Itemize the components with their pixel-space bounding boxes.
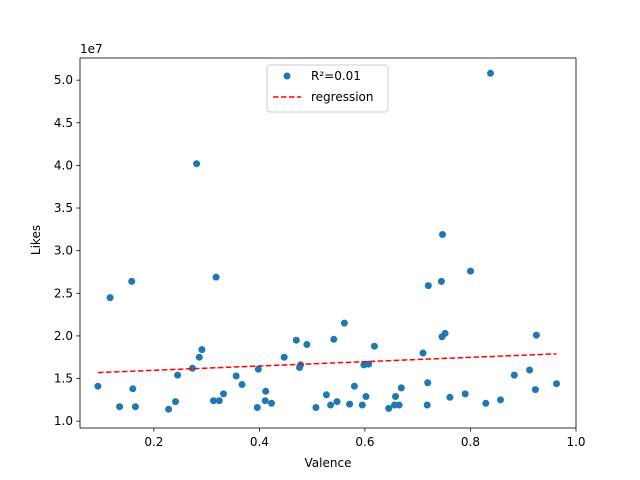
y-tick-label-1: 1.5	[54, 372, 73, 386]
regression-line	[97, 353, 557, 374]
scatter-point-57	[467, 267, 474, 275]
plot-area	[94, 69, 560, 413]
scatter-point-9	[188, 364, 196, 372]
scatter-point-64	[532, 331, 540, 339]
scatter-point-4	[129, 385, 137, 393]
y-tick-label-7: 4.5	[54, 116, 73, 130]
scatter-point-44	[392, 393, 399, 400]
y-tick-label-0: 1.0	[54, 414, 73, 428]
scatter-point-20	[254, 365, 262, 373]
scatter-point-14	[212, 273, 220, 281]
y-tick-label-3: 2.5	[54, 286, 73, 300]
scatter-point-46	[397, 384, 405, 392]
scatter-point-2	[116, 403, 124, 411]
scatter-point-15	[215, 397, 223, 405]
scatter-point-23	[268, 399, 275, 407]
y-tick-label-5: 3.5	[54, 201, 73, 215]
scatter-point-1	[106, 294, 114, 302]
scatter-point-47	[419, 349, 427, 357]
scatter-point-0	[94, 382, 102, 390]
scatter-point-40	[365, 360, 373, 368]
scatter-point-36	[350, 382, 358, 390]
x-tick-label-3: 0.8	[461, 435, 480, 449]
scatter-point-3	[128, 277, 136, 285]
scatter-point-58	[482, 399, 490, 407]
x-tick-label-4: 1.0	[566, 435, 585, 449]
scatter-point-10	[193, 160, 201, 168]
legend-marker-scatter	[283, 72, 291, 80]
y-tick-label-4: 3.0	[54, 244, 73, 258]
scatter-point-39	[362, 393, 370, 400]
y-tick-label-8: 5.0	[54, 73, 73, 87]
legend: R²=0.01 regression	[266, 64, 389, 113]
scatter-point-35	[346, 400, 354, 408]
legend-label-regression: regression	[311, 90, 374, 104]
y-tick-label-6: 4.0	[54, 158, 73, 172]
scatter-point-61	[510, 371, 518, 379]
x-tick-label-1: 0.4	[250, 435, 269, 449]
scatter-point-62	[526, 366, 534, 374]
scatter-point-13	[210, 397, 217, 405]
legend-frame	[266, 64, 389, 113]
scatter-point-60	[497, 396, 504, 404]
scatter-point-50	[424, 282, 432, 290]
scatter-point-24	[280, 353, 288, 361]
scatter-point-30	[322, 391, 330, 399]
scatter-point-34	[340, 319, 348, 327]
scatter-point-51	[437, 277, 445, 285]
scatter-point-42	[385, 404, 393, 412]
scatter-point-53	[439, 231, 446, 238]
scatter-point-55	[446, 393, 454, 401]
scatter-point-32	[330, 335, 338, 343]
scatter-point-28	[303, 341, 311, 348]
x-axis-label: Valence	[305, 456, 352, 470]
scatter-point-37	[358, 401, 366, 409]
scatter-point-59	[487, 69, 494, 77]
y-offset-label: 1e7	[80, 42, 103, 56]
scatter-point-16	[220, 390, 227, 398]
scatter-point-19	[253, 404, 261, 411]
scatter-point-63	[531, 386, 539, 394]
scatter-point-33	[333, 398, 341, 406]
y-tick-label-2: 2.0	[54, 329, 73, 343]
x-tick-label-2: 0.6	[355, 435, 374, 449]
scatter-point-6	[165, 405, 173, 413]
scatter-point-22	[262, 387, 270, 395]
axes-frame	[79, 57, 577, 429]
y-axis-label: Likes	[29, 225, 43, 255]
scatter-point-48	[423, 401, 431, 409]
scatter-point-18	[238, 381, 246, 388]
scatter-point-25	[292, 336, 300, 344]
scatter-point-11	[195, 353, 203, 361]
scatter-point-56	[461, 390, 469, 398]
scatter-point-49	[424, 379, 432, 387]
scatter-point-17	[232, 372, 240, 380]
scatter-point-41	[370, 342, 378, 350]
scatter-point-21	[261, 397, 269, 405]
scatter-point-8	[174, 371, 182, 379]
axes: 0.2 0.4 0.6 0.8 1.0 1.0 1.5 2.0 2.5 3.0 3.5 4.0 4.5 5…	[54, 57, 586, 449]
scatter-point-12	[198, 346, 206, 354]
scatter-point-45	[395, 401, 403, 409]
scatter-point-7	[172, 398, 179, 406]
scatter-point-5	[131, 403, 139, 411]
scatter-point-54	[441, 329, 449, 337]
legend-label-scatter: R²=0.01	[311, 69, 361, 83]
scatter-point-65	[553, 380, 560, 388]
x-tick-label-0: 0.2	[144, 435, 163, 449]
scatter-point-31	[327, 401, 335, 409]
scatter-point-29	[312, 404, 320, 411]
